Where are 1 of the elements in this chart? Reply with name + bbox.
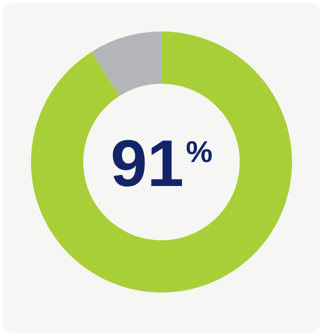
text: 91% (110, 126, 213, 200)
